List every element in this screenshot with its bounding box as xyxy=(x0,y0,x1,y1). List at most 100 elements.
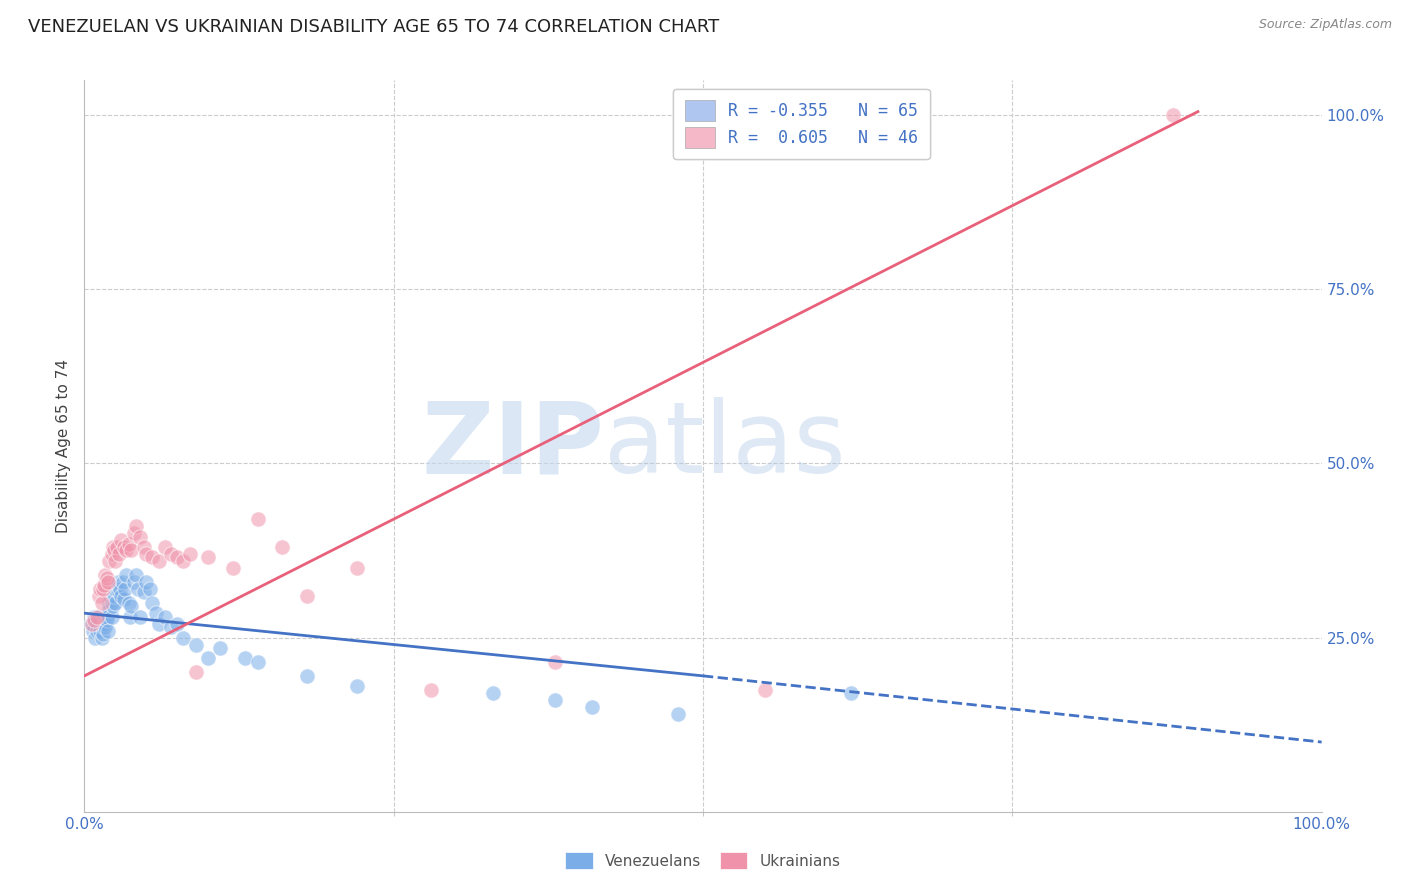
Point xyxy=(543,655,565,669)
Point xyxy=(118,596,141,610)
Point xyxy=(104,596,127,610)
Point xyxy=(111,574,134,589)
Point xyxy=(139,582,162,596)
Point xyxy=(295,669,318,683)
Point xyxy=(166,550,188,565)
Point xyxy=(118,536,141,550)
Point xyxy=(346,561,368,575)
Point xyxy=(96,613,118,627)
Point xyxy=(129,609,152,624)
Point xyxy=(105,540,128,554)
Point xyxy=(108,547,131,561)
Point xyxy=(83,613,105,627)
Point xyxy=(148,616,170,631)
Point xyxy=(94,567,117,582)
Point xyxy=(160,547,183,561)
Point xyxy=(125,519,148,533)
Point xyxy=(222,561,245,575)
Point xyxy=(135,574,157,589)
Point xyxy=(153,609,176,624)
Point xyxy=(96,609,118,624)
Point xyxy=(184,665,207,680)
Point xyxy=(90,631,112,645)
Point xyxy=(112,540,135,554)
Point xyxy=(96,571,118,585)
Point xyxy=(135,547,157,561)
Text: VENEZUELAN VS UKRAINIAN DISABILITY AGE 65 TO 74 CORRELATION CHART: VENEZUELAN VS UKRAINIAN DISABILITY AGE 6… xyxy=(28,18,720,36)
Point xyxy=(160,620,183,634)
Point xyxy=(114,582,136,596)
Point xyxy=(86,624,108,638)
Point xyxy=(481,686,503,700)
Point xyxy=(90,596,112,610)
Point xyxy=(233,651,256,665)
Point xyxy=(83,609,105,624)
Point xyxy=(115,543,138,558)
Point xyxy=(115,567,138,582)
Point xyxy=(97,624,120,638)
Point xyxy=(103,589,125,603)
Point xyxy=(112,592,135,607)
Point xyxy=(104,582,127,596)
Point xyxy=(91,616,114,631)
Point xyxy=(172,554,194,568)
Text: ZIP: ZIP xyxy=(422,398,605,494)
Point xyxy=(129,530,152,544)
Legend: R = -0.355   N = 65, R =  0.605   N = 46: R = -0.355 N = 65, R = 0.605 N = 46 xyxy=(673,88,929,160)
Point xyxy=(89,582,111,596)
Point xyxy=(89,624,111,638)
Point xyxy=(93,609,115,624)
Point xyxy=(246,512,269,526)
Point xyxy=(841,686,863,700)
Point xyxy=(97,574,120,589)
Point xyxy=(246,655,269,669)
Point xyxy=(94,620,117,634)
Point xyxy=(101,599,124,614)
Point xyxy=(100,596,122,610)
Point xyxy=(543,693,565,707)
Point xyxy=(108,585,131,599)
Point xyxy=(94,616,117,631)
Point xyxy=(89,589,111,603)
Point xyxy=(91,582,114,596)
Point xyxy=(197,651,219,665)
Point xyxy=(153,540,176,554)
Point xyxy=(145,606,167,620)
Point xyxy=(89,616,111,631)
Point xyxy=(103,543,125,558)
Point xyxy=(110,582,132,596)
Point xyxy=(172,631,194,645)
Point xyxy=(100,547,122,561)
Point xyxy=(581,700,603,714)
Point xyxy=(100,609,122,624)
Point xyxy=(110,589,132,603)
Text: atlas: atlas xyxy=(605,398,845,494)
Point xyxy=(132,540,155,554)
Point xyxy=(120,599,142,614)
Point xyxy=(122,574,145,589)
Y-axis label: Disability Age 65 to 74: Disability Age 65 to 74 xyxy=(56,359,72,533)
Point xyxy=(132,585,155,599)
Point xyxy=(197,550,219,565)
Point xyxy=(91,620,114,634)
Point xyxy=(82,624,104,638)
Point xyxy=(86,609,108,624)
Point xyxy=(754,682,776,697)
Point xyxy=(104,554,127,568)
Point xyxy=(666,707,689,722)
Point xyxy=(107,574,129,589)
Point xyxy=(127,582,149,596)
Point xyxy=(84,631,107,645)
Point xyxy=(98,603,121,617)
Point xyxy=(91,627,114,641)
Point xyxy=(101,540,124,554)
Point xyxy=(98,589,121,603)
Point xyxy=(122,526,145,541)
Text: Source: ZipAtlas.com: Source: ZipAtlas.com xyxy=(1258,18,1392,31)
Point xyxy=(89,609,111,624)
Point xyxy=(179,547,201,561)
Point xyxy=(79,616,101,631)
Point xyxy=(125,567,148,582)
Point xyxy=(419,682,441,697)
Point xyxy=(98,596,121,610)
